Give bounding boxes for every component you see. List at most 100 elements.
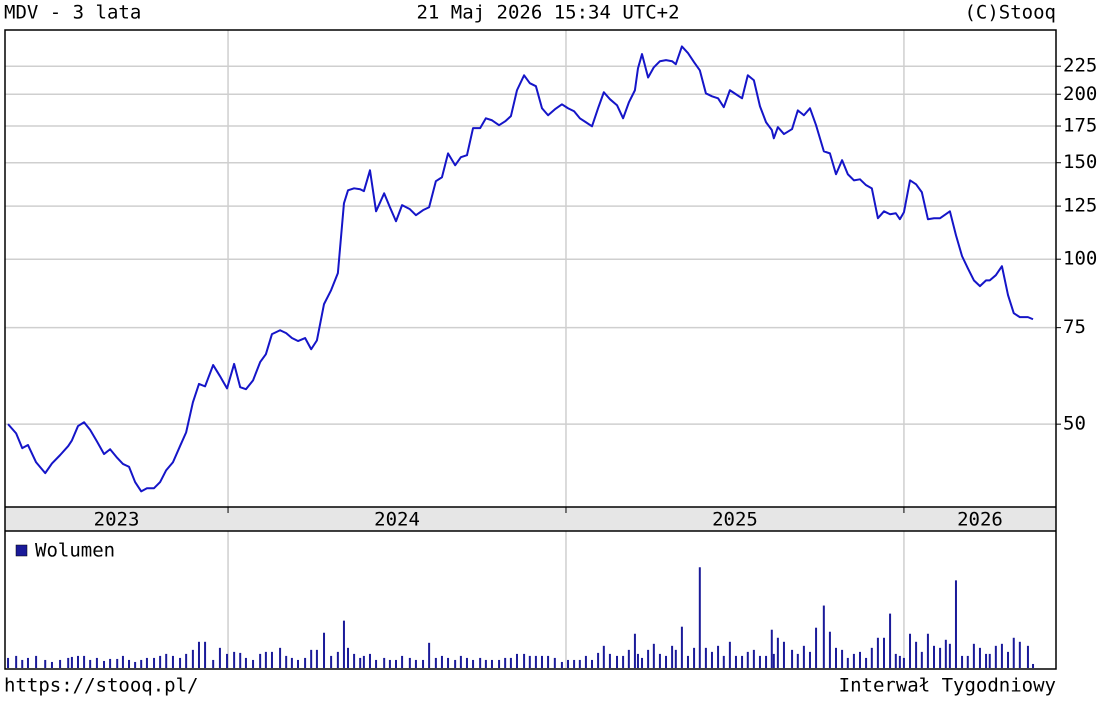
volume-bar bbox=[870, 647, 873, 668]
volume-bar bbox=[330, 655, 333, 668]
volume-bar bbox=[171, 655, 174, 668]
volume-bar bbox=[540, 655, 543, 668]
volume-bar bbox=[978, 647, 981, 668]
volume-bar bbox=[961, 655, 964, 668]
price-line bbox=[7, 45, 1034, 493]
plot-layer: 2023 2024 2025 2026 bbox=[5, 30, 1056, 668]
volume-bar bbox=[315, 649, 318, 668]
volume-bar bbox=[808, 651, 811, 668]
y-tick-label: 75 bbox=[1063, 316, 1086, 338]
y-tick-label: 225 bbox=[1063, 55, 1097, 77]
volume-bar bbox=[528, 655, 531, 668]
volume-bar bbox=[244, 657, 247, 668]
volume-bar bbox=[704, 647, 707, 668]
volume-bar bbox=[347, 647, 350, 668]
volume-bar bbox=[616, 655, 619, 668]
volume-bar bbox=[21, 659, 24, 668]
year-label: 2025 bbox=[712, 509, 758, 531]
volume-bar bbox=[359, 657, 362, 668]
volume-bar bbox=[865, 657, 868, 668]
volume-bar bbox=[191, 649, 194, 668]
volume-bar bbox=[353, 653, 356, 668]
volume-bar bbox=[597, 652, 600, 668]
volume-bar bbox=[553, 657, 556, 668]
volume-bar bbox=[459, 655, 462, 668]
volume-bar bbox=[680, 626, 683, 668]
volume-bar bbox=[59, 659, 62, 668]
volume-bar bbox=[686, 655, 689, 668]
volume-bar bbox=[573, 659, 576, 668]
volume-bar bbox=[841, 649, 844, 668]
volume-bar bbox=[909, 633, 912, 668]
volume-bar bbox=[368, 653, 371, 668]
volume-bar bbox=[509, 657, 512, 668]
volume-bar bbox=[362, 655, 365, 668]
volume-bar bbox=[796, 653, 799, 668]
volume-bar bbox=[490, 659, 493, 668]
volume-bar bbox=[83, 655, 86, 668]
volume-bar bbox=[627, 649, 630, 668]
volume-bar bbox=[915, 641, 918, 668]
volume-bar bbox=[815, 627, 818, 668]
volume-bar bbox=[465, 657, 468, 668]
volume-bar bbox=[121, 655, 124, 668]
volume-bar bbox=[622, 655, 625, 668]
volume-bar bbox=[1012, 637, 1015, 668]
volume-bar bbox=[547, 655, 550, 668]
volume-bar bbox=[791, 649, 794, 668]
volume-bar bbox=[728, 641, 731, 668]
volume-bar bbox=[197, 641, 200, 668]
volume-bar bbox=[994, 645, 997, 668]
volume-bar bbox=[50, 661, 53, 668]
volume-bar bbox=[858, 651, 861, 668]
volume-bar bbox=[440, 655, 443, 668]
volume-bar bbox=[504, 657, 507, 668]
volume-bar bbox=[212, 659, 215, 668]
y-tick-label: 100 bbox=[1063, 248, 1097, 270]
volume-bar bbox=[758, 655, 761, 668]
y-tick-label: 150 bbox=[1063, 151, 1097, 173]
volume-bar bbox=[484, 659, 487, 668]
volume-bar bbox=[902, 657, 905, 668]
volume-bar bbox=[252, 659, 255, 668]
volume-bar bbox=[710, 651, 713, 668]
volume-bar bbox=[109, 658, 112, 668]
volume-bar bbox=[734, 655, 737, 668]
volume-bar bbox=[602, 645, 605, 668]
volume-bar bbox=[746, 651, 749, 668]
volume-bar bbox=[674, 649, 677, 668]
volume-bar bbox=[1026, 645, 1029, 668]
volume-bar bbox=[408, 657, 411, 668]
volume-bar bbox=[310, 649, 313, 668]
volume-bar bbox=[765, 655, 768, 668]
volume-bar bbox=[472, 659, 475, 668]
plot-frame bbox=[4, 29, 1057, 670]
volume-bar bbox=[515, 653, 518, 668]
volume-bar bbox=[1000, 643, 1003, 668]
volume-bar bbox=[422, 659, 425, 668]
volume-bar bbox=[140, 659, 143, 668]
volume-bar bbox=[428, 642, 431, 668]
volume-bar bbox=[641, 657, 644, 668]
volume-bar bbox=[652, 643, 655, 668]
volume-bar bbox=[204, 641, 207, 668]
volume-bar bbox=[898, 655, 901, 668]
volume-bar bbox=[776, 637, 779, 668]
volume-bar bbox=[116, 658, 119, 668]
year-label: 2024 bbox=[374, 509, 420, 531]
volume-bar bbox=[802, 645, 805, 668]
year-band bbox=[5, 507, 1056, 531]
volume-bar bbox=[401, 655, 404, 668]
volume-bar bbox=[394, 659, 397, 668]
volume-bar bbox=[698, 567, 701, 668]
volume-bar bbox=[636, 653, 639, 668]
volume-bar bbox=[954, 580, 957, 668]
volume-bar bbox=[1018, 641, 1021, 668]
volume-bar bbox=[388, 659, 391, 668]
volume-bar bbox=[972, 643, 975, 668]
chart-source: (C)Stooq bbox=[964, 2, 1056, 24]
volume-bar bbox=[633, 633, 636, 668]
volume-bar bbox=[70, 656, 73, 668]
